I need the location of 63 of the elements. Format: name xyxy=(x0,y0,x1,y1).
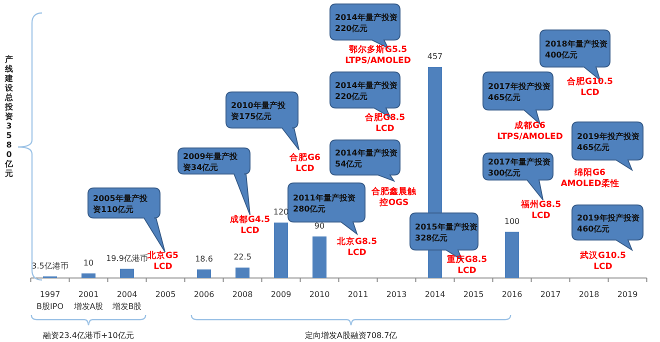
x-tick-label: 2015 xyxy=(463,290,484,299)
annotation: 2005年量产投资110亿元 xyxy=(93,194,148,214)
bar xyxy=(236,268,250,278)
x-tick-label: 2006 xyxy=(194,290,214,299)
annotation: 2017年量产投资300亿元 xyxy=(488,158,550,178)
text: 增发A股 xyxy=(72,302,104,311)
annotation: 2010年量产投资175亿元 xyxy=(231,101,286,121)
annotation: 2015年量产投资328亿元 xyxy=(415,222,478,242)
bar xyxy=(274,222,288,278)
annotation: 福州G8.5 LCD xyxy=(520,199,562,221)
data-label: 18.6 xyxy=(195,254,213,264)
x-tick-label: 2018 xyxy=(578,290,600,299)
data-label: 22.5 xyxy=(234,252,252,262)
x-tick-label: 2014 xyxy=(424,290,446,299)
data-label: 457 xyxy=(427,52,443,61)
annotation: 成都G4.5 LCD xyxy=(228,214,270,236)
x-tick-label: 2001 xyxy=(78,290,99,299)
x-tick-label: 2016 xyxy=(502,290,522,299)
x-tick-label: 2011 xyxy=(348,290,368,299)
text: 2018年量产投资400亿元 xyxy=(545,40,608,60)
data-label: 90 xyxy=(314,221,325,230)
data-label: 100 xyxy=(504,216,520,226)
annotation: 绵阳G6 AMOLED柔性 xyxy=(560,167,620,189)
x-tick-label: 2009 xyxy=(270,290,292,299)
x-tick-label: 1997 xyxy=(40,290,60,299)
bar xyxy=(505,232,519,278)
annotation: 2019年投产投资465亿元 xyxy=(577,132,640,152)
annotation: 合肥G6 LCD xyxy=(288,152,321,174)
annotation: 2009年量产投资34亿元 xyxy=(183,152,238,172)
bar xyxy=(120,268,134,278)
text: 产线建设总投资3580亿元 xyxy=(5,55,13,178)
annotation: 2014年量产投资54亿元 xyxy=(335,148,398,168)
annotation: 2017年投产投资465亿元 xyxy=(488,82,550,102)
annotation: 2011年量产投资280亿元 xyxy=(293,194,356,214)
annotation: 北京G8.5 LCD xyxy=(336,236,378,258)
annotation: 合肥鑫晨触控OGS xyxy=(370,186,418,208)
text: 增发B股 xyxy=(111,302,142,311)
data-label: 3.5亿港币 xyxy=(32,261,68,270)
annotation: 2014年量产投资220亿元 xyxy=(335,81,398,101)
x-tick-label: 2004 xyxy=(116,290,138,299)
data-label: 19.9亿港币 xyxy=(106,254,148,263)
text: B股IPO xyxy=(36,302,64,311)
annotation: 成都G6 LTPS/AMOLED xyxy=(497,120,563,142)
x-tick-label: 2019 xyxy=(617,290,638,299)
annotation: 重庆G8.5 LCD xyxy=(446,254,488,276)
bar xyxy=(82,273,96,278)
annotation: 2019年投产投资460亿元 xyxy=(577,214,640,234)
annotation: 合肥G8.5 LCD xyxy=(364,112,406,134)
text: 鄂尔多斯G5.5 LTPS/AMOLED xyxy=(345,44,411,66)
bar xyxy=(197,269,211,278)
annotation: 合肥G10.5 LCD xyxy=(566,76,614,98)
x-tick-label: 2008 xyxy=(232,290,253,299)
data-label: 10 xyxy=(83,258,94,268)
x-tick-label: 2010 xyxy=(309,290,330,299)
text: 融资23.4亿港币+10亿元 xyxy=(43,331,134,340)
bar xyxy=(312,236,326,278)
annotation: 北京G5 LCD xyxy=(146,250,179,272)
text: 定向增发A股融资708.7亿 xyxy=(304,331,398,340)
x-tick-label: 2005 xyxy=(155,290,176,299)
text: 2014年量产投资220亿元 xyxy=(335,13,398,33)
x-tick-label: 2013 xyxy=(386,290,407,299)
annotation: 武汉G10.5 LCD xyxy=(579,250,626,272)
x-tick-label: 2017 xyxy=(540,290,561,299)
